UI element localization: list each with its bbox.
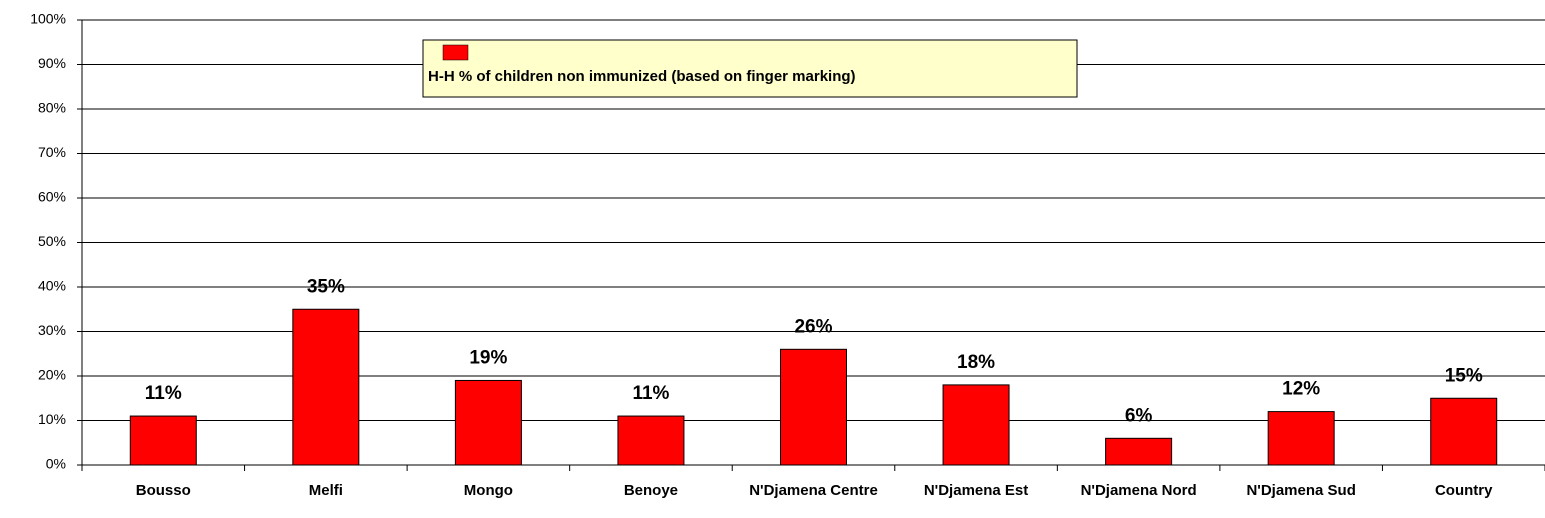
- y-tick-label: 50%: [38, 233, 66, 249]
- bar: [292, 308, 360, 466]
- marks: [129, 308, 1498, 466]
- value-label: 11%: [632, 383, 669, 404]
- bar: [780, 348, 847, 466]
- y-tick-label: 30%: [38, 322, 66, 338]
- legend-swatch: [442, 44, 469, 61]
- y-tick-label: 40%: [38, 278, 66, 294]
- bar: [617, 415, 685, 466]
- x-tick-label: N'Djamena Est: [924, 482, 1028, 499]
- y-tick-label: 10%: [38, 411, 66, 427]
- y-tick-label: 100%: [30, 11, 66, 27]
- value-label: 6%: [1125, 405, 1153, 426]
- bar: [454, 379, 522, 466]
- y-tick-label: 80%: [38, 100, 66, 116]
- legend-label: H-H % of children non immunized (based o…: [428, 68, 856, 85]
- y-tick-label: 70%: [38, 144, 66, 160]
- bar: [942, 384, 1010, 466]
- x-tick-label: Bousso: [136, 482, 191, 499]
- legend-box: [422, 39, 1078, 98]
- y-tick-label: 0%: [46, 456, 66, 472]
- x-tick-label: Mongo: [464, 482, 513, 499]
- x-tick-label: N'Djamena Centre: [749, 482, 878, 499]
- x-tick-label: N'Djamena Sud: [1246, 482, 1355, 499]
- bar: [1430, 397, 1498, 466]
- y-tick-label: 20%: [38, 367, 66, 383]
- value-label: 15%: [1445, 365, 1483, 386]
- value-label: 19%: [469, 347, 507, 368]
- y-tick-label: 60%: [38, 189, 66, 205]
- value-label: 12%: [1282, 379, 1320, 400]
- value-label: 11%: [145, 383, 182, 404]
- x-tick-label: Melfi: [309, 482, 343, 499]
- bar: [1105, 437, 1173, 466]
- value-label: 18%: [957, 352, 995, 373]
- bar: [1267, 411, 1335, 466]
- x-tick-label: Country: [1435, 482, 1493, 499]
- value-label: 26%: [794, 316, 832, 337]
- x-tick-label: Benoye: [624, 482, 678, 499]
- bar: [129, 415, 197, 466]
- y-tick-label: 90%: [38, 55, 66, 71]
- value-label: 35%: [307, 276, 345, 297]
- x-tick-label: N'Djamena Nord: [1081, 482, 1197, 499]
